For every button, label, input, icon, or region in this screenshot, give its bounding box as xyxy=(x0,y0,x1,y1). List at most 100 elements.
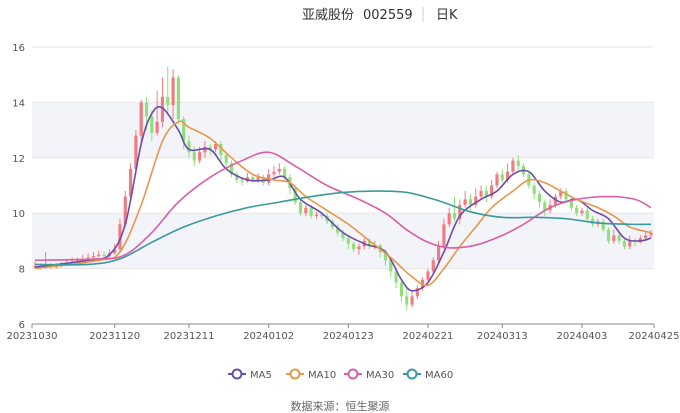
y-tick-label: 10 xyxy=(12,209,25,220)
candle-body xyxy=(458,204,462,219)
candle xyxy=(580,207,584,216)
candle xyxy=(628,235,632,250)
candle xyxy=(500,168,504,183)
candle-body xyxy=(559,191,563,197)
candle-body xyxy=(394,271,398,283)
candle-body xyxy=(309,207,313,216)
candle xyxy=(187,135,191,158)
candle-body xyxy=(399,282,404,297)
candle-body xyxy=(436,246,441,261)
candle-body xyxy=(272,171,276,175)
candle-body xyxy=(649,232,653,236)
candle xyxy=(436,240,441,264)
candle xyxy=(272,166,276,178)
candle xyxy=(484,185,488,203)
candle xyxy=(298,199,303,216)
candle-body xyxy=(336,227,340,233)
candle-body xyxy=(415,287,419,297)
ma5-line xyxy=(34,105,652,292)
x-tick-label: 20240123 xyxy=(323,331,374,342)
x-axis: 20231030 20231120 20231211 20240102 20240123… xyxy=(7,323,679,342)
candle-body xyxy=(569,199,573,208)
candle-body xyxy=(86,257,90,259)
candle xyxy=(559,188,563,200)
x-tick-label: 20240313 xyxy=(477,331,528,342)
candle-body xyxy=(277,168,281,172)
candle-body xyxy=(580,210,584,214)
stock-name: 亚威股份 xyxy=(302,8,354,23)
legend-item-ma5[interactable]: MA5 xyxy=(228,368,272,382)
candle-body xyxy=(155,121,159,133)
legend-item-ma10[interactable]: MA10 xyxy=(286,368,336,382)
candle-body xyxy=(543,202,547,211)
candle-body xyxy=(352,243,356,250)
legend-marker xyxy=(289,368,301,380)
candle xyxy=(644,231,648,240)
legend-marker xyxy=(231,368,243,380)
candle xyxy=(495,171,499,189)
candle-body xyxy=(500,174,504,180)
candle xyxy=(314,211,319,219)
candle-body xyxy=(506,171,510,180)
candle xyxy=(447,207,451,228)
candle-body xyxy=(490,185,494,197)
legend-label: MA5 xyxy=(250,370,272,381)
legend-item-ma30[interactable]: MA30 xyxy=(344,368,394,382)
candle xyxy=(229,160,234,178)
candle xyxy=(267,168,271,186)
candle-body xyxy=(442,224,446,247)
candle-body xyxy=(150,116,154,133)
legend-item-ma60[interactable]: MA60 xyxy=(403,368,453,382)
candle-body xyxy=(389,260,393,272)
candle xyxy=(293,185,297,205)
candle xyxy=(490,179,494,200)
candle xyxy=(123,191,127,228)
candle-body xyxy=(320,214,324,216)
candle xyxy=(463,191,467,208)
candle xyxy=(277,163,281,175)
candle-body xyxy=(91,256,96,258)
candle-body xyxy=(612,235,616,241)
candle xyxy=(224,152,228,169)
candle-body xyxy=(511,160,515,172)
candle-body xyxy=(532,185,536,194)
candle xyxy=(346,235,350,250)
chart-title: 亚威股份 002559 日K xyxy=(302,7,458,23)
candle xyxy=(91,251,96,259)
candlesticks xyxy=(33,66,653,311)
candle xyxy=(304,204,308,216)
candle xyxy=(601,218,605,233)
x-tick-label: 20231211 xyxy=(164,331,215,342)
candle-body xyxy=(553,196,558,205)
candle-body xyxy=(240,179,244,182)
candle-body xyxy=(182,119,186,142)
data-source: 数据来源：恒生聚源 xyxy=(291,399,390,413)
candle-body xyxy=(516,160,520,167)
legend-label: MA10 xyxy=(308,370,336,381)
candle-body xyxy=(601,221,605,230)
candle-body xyxy=(304,207,308,214)
candle xyxy=(516,155,520,172)
candle-body xyxy=(452,213,457,219)
moving-average-lines xyxy=(34,105,652,292)
candle-body xyxy=(463,199,467,205)
candle xyxy=(155,91,159,136)
x-tick-label: 20231120 xyxy=(89,331,140,342)
candle-body xyxy=(644,235,648,239)
y-tick-label: 12 xyxy=(12,154,25,165)
candle xyxy=(176,74,180,125)
y-tick-label: 8 xyxy=(19,265,25,276)
candle-body xyxy=(75,260,80,262)
candle xyxy=(352,240,356,252)
candle-body xyxy=(431,260,435,272)
candle xyxy=(118,218,122,251)
candle-body xyxy=(479,191,483,197)
x-tick-label: 20240403 xyxy=(557,331,608,342)
candle-body xyxy=(128,168,133,197)
candle-body xyxy=(251,177,255,180)
ma60-line xyxy=(34,190,652,266)
candle-body xyxy=(102,254,106,257)
candle-body xyxy=(367,240,372,247)
period-label: 日K xyxy=(436,8,458,23)
band xyxy=(32,102,654,158)
